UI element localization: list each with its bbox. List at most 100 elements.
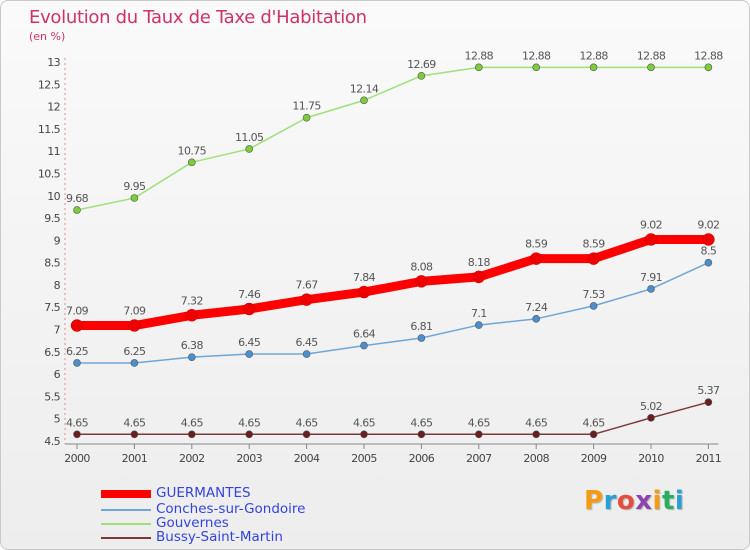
- data-label: 6.25: [123, 345, 146, 358]
- legend-swatch-bussy: [101, 537, 151, 539]
- y-tick-label: 7: [54, 324, 61, 337]
- y-tick-label: 5: [54, 413, 61, 426]
- data-label: 8.18: [468, 256, 491, 269]
- data-label: 5.37: [697, 384, 720, 397]
- logo-letter: x: [635, 486, 653, 516]
- data-point: [532, 63, 541, 72]
- data-point: [245, 350, 253, 358]
- y-tick-label: 9: [54, 234, 61, 247]
- data-label: 7.09: [123, 305, 146, 318]
- logo-letter: o: [616, 486, 636, 516]
- data-point: [360, 341, 368, 350]
- legend-swatch-gouvernes: [101, 523, 151, 525]
- data-label: 4.65: [525, 416, 548, 429]
- data-label: 12.14: [350, 82, 379, 95]
- data-point: [529, 252, 543, 265]
- data-point: [644, 233, 658, 246]
- data-point: [73, 359, 81, 367]
- data-point: [589, 430, 598, 439]
- data-point: [245, 430, 253, 439]
- y-tick-label: 5.5: [44, 390, 60, 403]
- data-label: 8.59: [525, 238, 548, 251]
- legend-swatch-conches: [101, 509, 151, 511]
- data-label: 12.88: [637, 49, 666, 62]
- data-point: [702, 233, 715, 246]
- data-label: 9.02: [697, 218, 719, 231]
- data-point: [130, 194, 139, 202]
- data-point: [130, 359, 139, 367]
- data-label: 9.95: [123, 180, 146, 193]
- y-tick-label: 8: [54, 279, 61, 292]
- data-point: [417, 334, 426, 342]
- proxiti-logo: Proxiti: [584, 486, 684, 516]
- data-label: 9.68: [66, 192, 89, 205]
- legend-label-bussy: Bussy-Saint-Martin: [156, 529, 283, 545]
- legend-swatch-guermantes: [101, 490, 151, 498]
- series-conches-sur-gondoire: 6.25 6.25 6.38 6.45 6.45 6.64 6.81 7.1 7.24 7.53 7…: [66, 245, 717, 367]
- data-label: 12.88: [522, 49, 551, 62]
- legend-label-guermantes: GUERMANTES: [156, 485, 251, 501]
- data-point: [474, 430, 483, 439]
- data-label: 12.69: [407, 58, 436, 71]
- data-point: [185, 309, 199, 322]
- logo-letter: P: [584, 486, 604, 516]
- data-label: 7.32: [181, 294, 203, 307]
- x-tick-label: 2011: [696, 452, 722, 465]
- data-label: 7.91: [640, 271, 662, 284]
- data-label: 4.65: [353, 416, 376, 429]
- logo-letter: i: [652, 486, 662, 516]
- data-label: 5.02: [640, 400, 662, 413]
- series-layer: 9.68 9.95 10.75 11.05 11.75 12.14 12.69 12.88 12…: [66, 49, 724, 439]
- legend-label-gouvernes: Gouvernes: [156, 515, 229, 531]
- data-point: [587, 252, 600, 265]
- data-label: 7.67: [296, 279, 319, 292]
- logo-letter: i: [674, 486, 685, 516]
- data-point: [188, 353, 196, 361]
- data-label: 11.05: [235, 131, 264, 144]
- data-label: 7.84: [353, 271, 376, 284]
- data-point: [188, 158, 196, 167]
- legend-item-guermantes: GUERMANTES: [101, 485, 401, 501]
- data-label: 7.46: [238, 288, 261, 301]
- legend-item-conches: Conches-sur-Gondoire: [101, 501, 401, 517]
- data-point: [302, 113, 311, 122]
- data-point: [472, 270, 486, 284]
- data-point: [474, 321, 483, 329]
- data-point: [242, 302, 256, 316]
- data-label: 8.59: [583, 238, 606, 251]
- data-label: 4.65: [583, 416, 606, 429]
- data-label: 6.38: [181, 339, 204, 352]
- data-label: 7.09: [66, 305, 89, 318]
- y-tick-label: 10.5: [38, 167, 61, 180]
- data-label: 7.24: [525, 301, 548, 314]
- data-point: [532, 430, 541, 439]
- data-label: 7.1: [471, 307, 487, 320]
- data-label: 4.65: [238, 416, 261, 429]
- data-point: [130, 430, 139, 439]
- data-label: 12.88: [465, 49, 494, 62]
- data-label: 8.5: [701, 245, 717, 258]
- x-tick-label: 2001: [122, 452, 148, 465]
- y-tick-label: 7.5: [44, 301, 60, 314]
- data-label: 6.45: [238, 336, 261, 349]
- series-line: [72, 234, 713, 331]
- data-label: 12.88: [579, 49, 608, 62]
- chart-subtitle: (en %): [29, 30, 66, 43]
- data-label: 9.02: [640, 218, 662, 231]
- data-point: [704, 258, 713, 267]
- x-tick-label: 2006: [409, 452, 435, 465]
- data-point: [302, 350, 311, 358]
- x-tick-label: 2002: [179, 452, 205, 465]
- data-label: 6.81: [410, 320, 432, 333]
- data-point: [360, 430, 368, 439]
- data-point: [647, 63, 655, 72]
- data-point: [589, 63, 598, 72]
- data-label: 7.53: [583, 288, 606, 301]
- data-label: 8.08: [410, 260, 433, 273]
- data-label: 4.65: [468, 416, 491, 429]
- x-tick-label: 2005: [351, 452, 377, 465]
- y-tick-label: 4.5: [44, 435, 60, 448]
- chart-title: Evolution du Taux de Taxe d'Habitation: [29, 7, 367, 28]
